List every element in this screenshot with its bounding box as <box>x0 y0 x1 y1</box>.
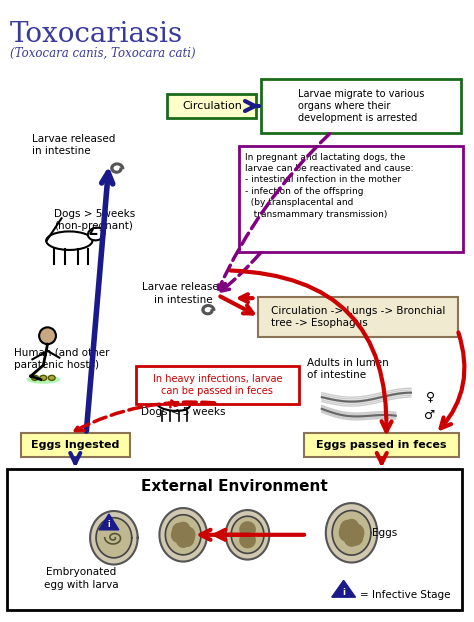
Polygon shape <box>99 514 119 530</box>
Polygon shape <box>165 515 201 555</box>
Text: Dogs < 5 weeks: Dogs < 5 weeks <box>141 407 226 417</box>
Polygon shape <box>240 533 255 548</box>
Polygon shape <box>176 522 190 537</box>
Ellipse shape <box>48 375 55 381</box>
Text: Eggs passed in feces: Eggs passed in feces <box>317 440 447 450</box>
Polygon shape <box>240 522 255 537</box>
Polygon shape <box>344 529 359 546</box>
Polygon shape <box>173 523 186 538</box>
FancyBboxPatch shape <box>238 146 464 251</box>
Polygon shape <box>344 519 359 536</box>
Ellipse shape <box>40 375 47 381</box>
Polygon shape <box>96 518 132 558</box>
Ellipse shape <box>186 394 199 404</box>
Text: Eggs Ingested: Eggs Ingested <box>31 440 119 450</box>
Text: In heavy infections, larvae
can be passed in feces: In heavy infections, larvae can be passe… <box>153 374 282 396</box>
Polygon shape <box>176 532 190 547</box>
Text: i: i <box>342 588 345 596</box>
Text: Dogs > 5weeks
(non-pregnant): Dogs > 5weeks (non-pregnant) <box>55 209 136 231</box>
Text: Circulation -> Lungs -> Bronchial
tree -> Esophagus: Circulation -> Lungs -> Bronchial tree -… <box>271 306 446 328</box>
Polygon shape <box>340 521 355 537</box>
FancyBboxPatch shape <box>167 94 256 118</box>
Polygon shape <box>349 524 364 541</box>
Text: = Infective Stage: = Infective Stage <box>360 590 451 600</box>
Text: External Environment: External Environment <box>141 479 328 494</box>
Polygon shape <box>332 511 371 555</box>
Circle shape <box>39 327 56 344</box>
Text: ♂: ♂ <box>424 409 435 422</box>
Polygon shape <box>159 508 207 562</box>
FancyBboxPatch shape <box>21 433 130 457</box>
Ellipse shape <box>156 397 190 411</box>
Text: Eggs: Eggs <box>372 528 397 538</box>
Text: ♀: ♀ <box>426 391 435 404</box>
FancyBboxPatch shape <box>7 470 463 610</box>
Text: Larvae migrate to various
organs where their
development is arrested: Larvae migrate to various organs where t… <box>298 88 425 123</box>
FancyBboxPatch shape <box>304 433 459 457</box>
Ellipse shape <box>88 228 105 240</box>
Text: Human (and other
paratenic hosts): Human (and other paratenic hosts) <box>14 348 109 370</box>
Text: Larvae released
in intestine: Larvae released in intestine <box>142 282 225 305</box>
Text: Embryonated
egg with larva: Embryonated egg with larva <box>44 567 118 590</box>
Polygon shape <box>172 527 185 542</box>
Text: Larvae released
in intestine: Larvae released in intestine <box>32 134 115 156</box>
Text: Circulation: Circulation <box>182 101 242 111</box>
Polygon shape <box>326 503 377 562</box>
Text: Toxocariasis: Toxocariasis <box>10 21 183 48</box>
Polygon shape <box>332 580 356 597</box>
Polygon shape <box>231 516 264 554</box>
Polygon shape <box>182 527 195 542</box>
Text: (Toxocara canis, Toxocara cati): (Toxocara canis, Toxocara cati) <box>10 47 196 60</box>
FancyBboxPatch shape <box>262 79 462 132</box>
Ellipse shape <box>27 375 60 384</box>
Polygon shape <box>226 510 269 560</box>
FancyBboxPatch shape <box>258 297 458 337</box>
Ellipse shape <box>32 375 38 381</box>
FancyBboxPatch shape <box>136 366 299 404</box>
Ellipse shape <box>46 231 92 250</box>
Polygon shape <box>339 524 354 541</box>
Polygon shape <box>90 511 137 565</box>
Polygon shape <box>181 531 194 546</box>
Polygon shape <box>348 529 363 545</box>
Text: Adults in lumen
of intestine: Adults in lumen of intestine <box>307 358 389 380</box>
Text: i: i <box>108 521 110 529</box>
Text: In pregnant and lactating dogs, the
larvae can be reactivated and cause:
- intes: In pregnant and lactating dogs, the larv… <box>245 152 413 219</box>
